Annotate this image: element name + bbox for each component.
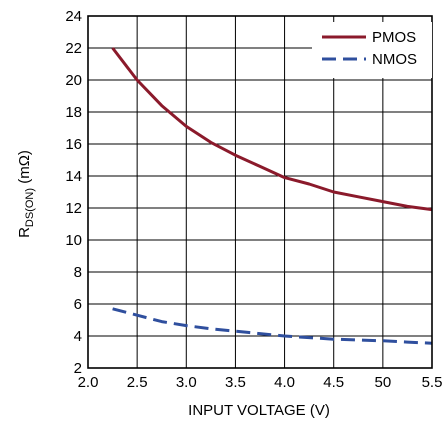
series-line-nmos xyxy=(112,307,433,345)
x-tick-label-1: 2.5 xyxy=(127,374,148,391)
x-tick-label-3: 3.5 xyxy=(225,374,246,391)
y-tick-label-0: 2 xyxy=(74,360,82,377)
x-tick-label-0: 2.0 xyxy=(78,374,99,391)
y-axis-label-sub: DS(ON) xyxy=(24,188,36,227)
y-tick-label-3: 8 xyxy=(74,264,82,281)
x-tick-label-6: 50 xyxy=(375,374,392,391)
series-layer xyxy=(111,47,433,345)
x-tick-label-4: 4.0 xyxy=(274,374,295,391)
y-axis-label-main: R xyxy=(16,227,33,238)
y-tick-label-1: 4 xyxy=(74,328,82,345)
y-tick-label-2: 6 xyxy=(74,296,82,313)
tick-labels: 2.0 2.5 3.0 3.5 4.0 4.5 50 5.524681012141618202… xyxy=(65,8,442,391)
y-tick-label-4: 10 xyxy=(65,232,82,249)
legend-label-nmos: NMOS xyxy=(372,51,417,68)
x-tick-label-2: 3.0 xyxy=(176,374,197,391)
y-tick-label-9: 20 xyxy=(65,72,82,89)
legend-background xyxy=(312,22,432,78)
y-tick-label-11: 24 xyxy=(65,8,82,25)
y-tick-label-6: 14 xyxy=(65,168,82,185)
legend-label-pmos: PMOS xyxy=(372,29,416,46)
y-tick-label-7: 16 xyxy=(65,136,82,153)
x-axis-label: INPUT VOLTAGE (V) xyxy=(188,402,330,419)
x-tick-label-5: 4.5 xyxy=(323,374,344,391)
y-axis-label-unit: (mΩ) xyxy=(16,150,33,188)
x-tick-label-7: 5.5 xyxy=(422,374,443,391)
y-tick-label-10: 22 xyxy=(65,40,82,57)
series-line-pmos xyxy=(111,47,433,212)
y-tick-label-5: 12 xyxy=(65,200,82,217)
y-tick-label-8: 18 xyxy=(65,104,82,121)
plot-frame xyxy=(87,15,433,369)
legend: PMOS NMOS xyxy=(322,29,417,68)
y-axis-label: RDS(ON) (mΩ) xyxy=(16,150,36,238)
